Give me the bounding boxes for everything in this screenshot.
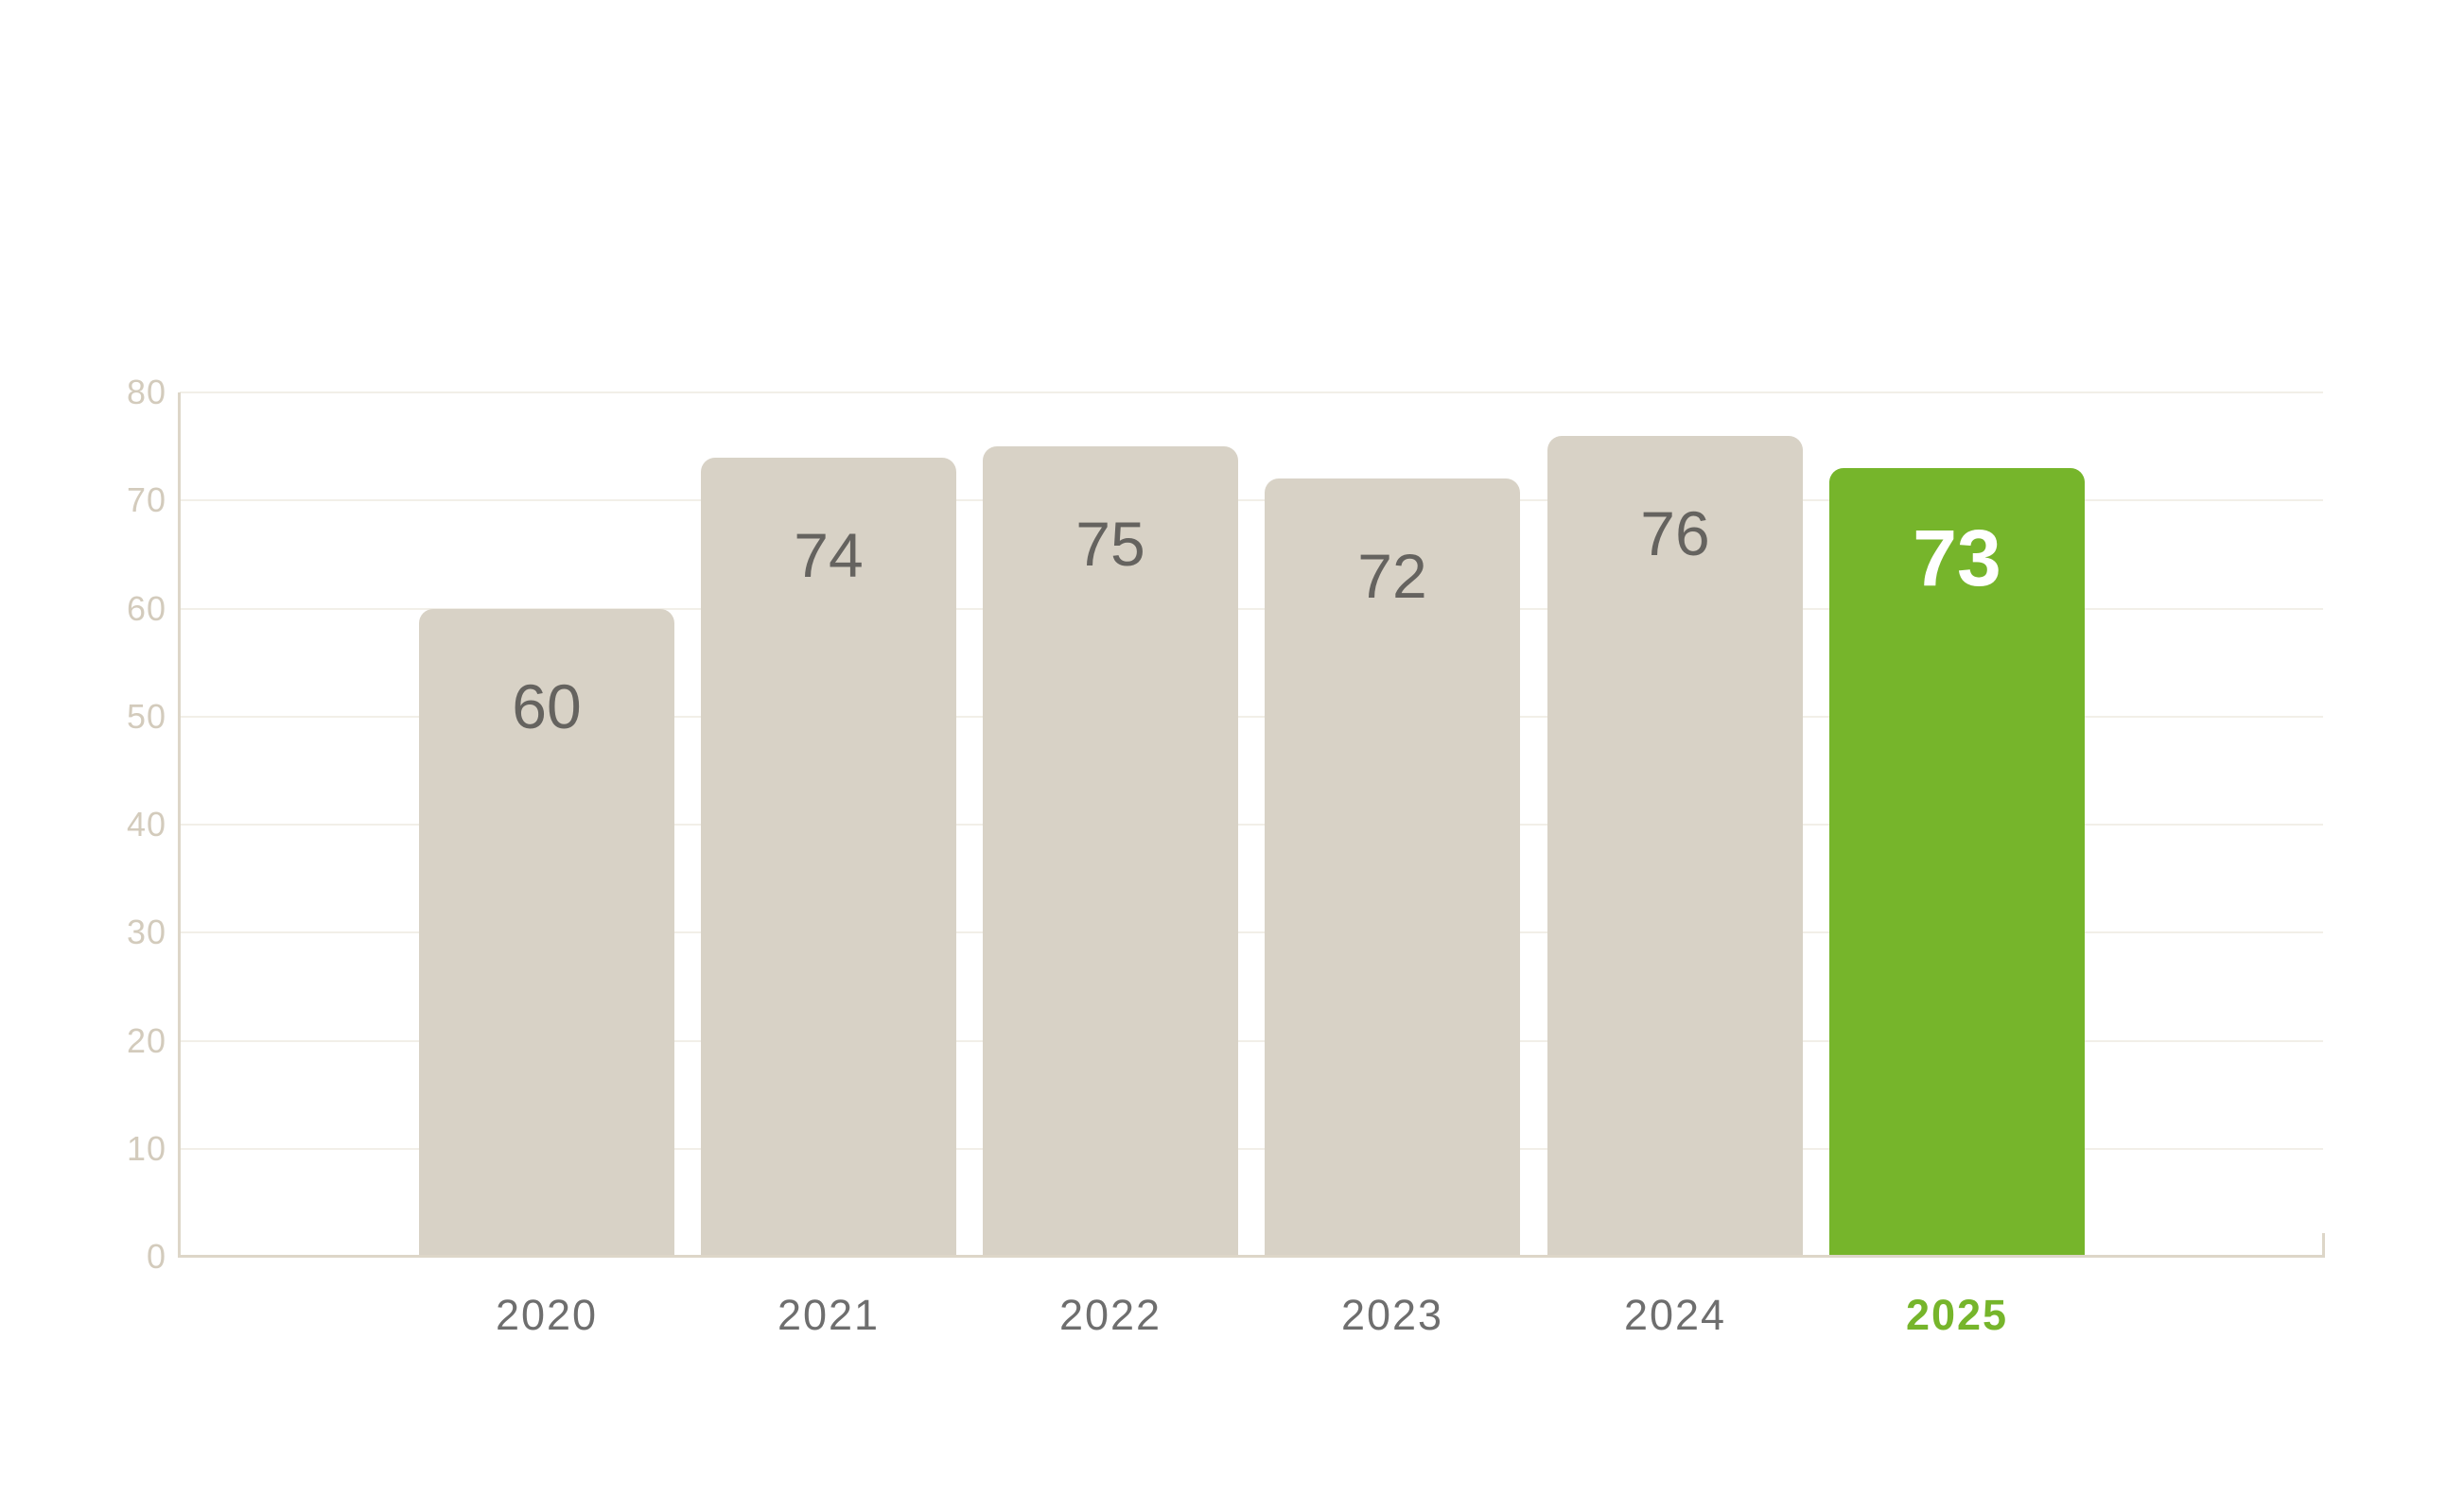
x-tick-label-2024: 2024 bbox=[1623, 1291, 1727, 1339]
y-tick-label-70: 70 bbox=[126, 480, 166, 519]
bar-2023: 72 bbox=[1265, 478, 1520, 1257]
bar-value-label-2022: 75 bbox=[1075, 509, 1145, 579]
bar-value-label-2025: 73 bbox=[1913, 513, 2001, 602]
y-tick-label-30: 30 bbox=[126, 913, 166, 951]
y-tick-label-20: 20 bbox=[126, 1021, 166, 1060]
bar-2022: 75 bbox=[983, 446, 1238, 1257]
x-tick-label-2025: 2025 bbox=[1905, 1291, 2009, 1339]
y-tick-label-60: 60 bbox=[126, 589, 166, 628]
y-tick-label-10: 10 bbox=[126, 1129, 166, 1168]
gridline-50 bbox=[180, 716, 2323, 718]
bar-value-label-2024: 76 bbox=[1640, 498, 1710, 568]
bar-value-label-2021: 74 bbox=[794, 520, 864, 590]
bar-value-label-2023: 72 bbox=[1357, 541, 1427, 611]
x-tick-label-2022: 2022 bbox=[1058, 1291, 1162, 1339]
gridline-30 bbox=[180, 931, 2323, 933]
bar-value-label-2020: 60 bbox=[512, 671, 582, 741]
x-tick-label-2020: 2020 bbox=[495, 1291, 599, 1339]
y-tick-label-40: 40 bbox=[126, 805, 166, 844]
gridline-60 bbox=[180, 608, 2323, 610]
gridline-20 bbox=[180, 1040, 2323, 1042]
gridline-70 bbox=[180, 499, 2323, 501]
bar-2025: 73 bbox=[1829, 468, 2085, 1257]
bar-2024: 76 bbox=[1547, 436, 1803, 1257]
x-tick-label-2021: 2021 bbox=[777, 1291, 881, 1339]
gridline-10 bbox=[180, 1148, 2323, 1150]
y-tick-label-50: 50 bbox=[126, 697, 166, 736]
x-axis-right-end-tick bbox=[2322, 1233, 2325, 1257]
x-axis-line bbox=[178, 1255, 2325, 1258]
y-tick-label-0: 0 bbox=[146, 1237, 166, 1276]
bar-2020: 60 bbox=[419, 609, 674, 1258]
gridline-40 bbox=[180, 824, 2323, 826]
gridline-80 bbox=[180, 391, 2323, 393]
y-tick-label-80: 80 bbox=[126, 373, 166, 411]
bar-2021: 74 bbox=[701, 458, 956, 1257]
y-axis-line bbox=[178, 392, 181, 1257]
x-tick-label-2023: 2023 bbox=[1340, 1291, 1444, 1339]
